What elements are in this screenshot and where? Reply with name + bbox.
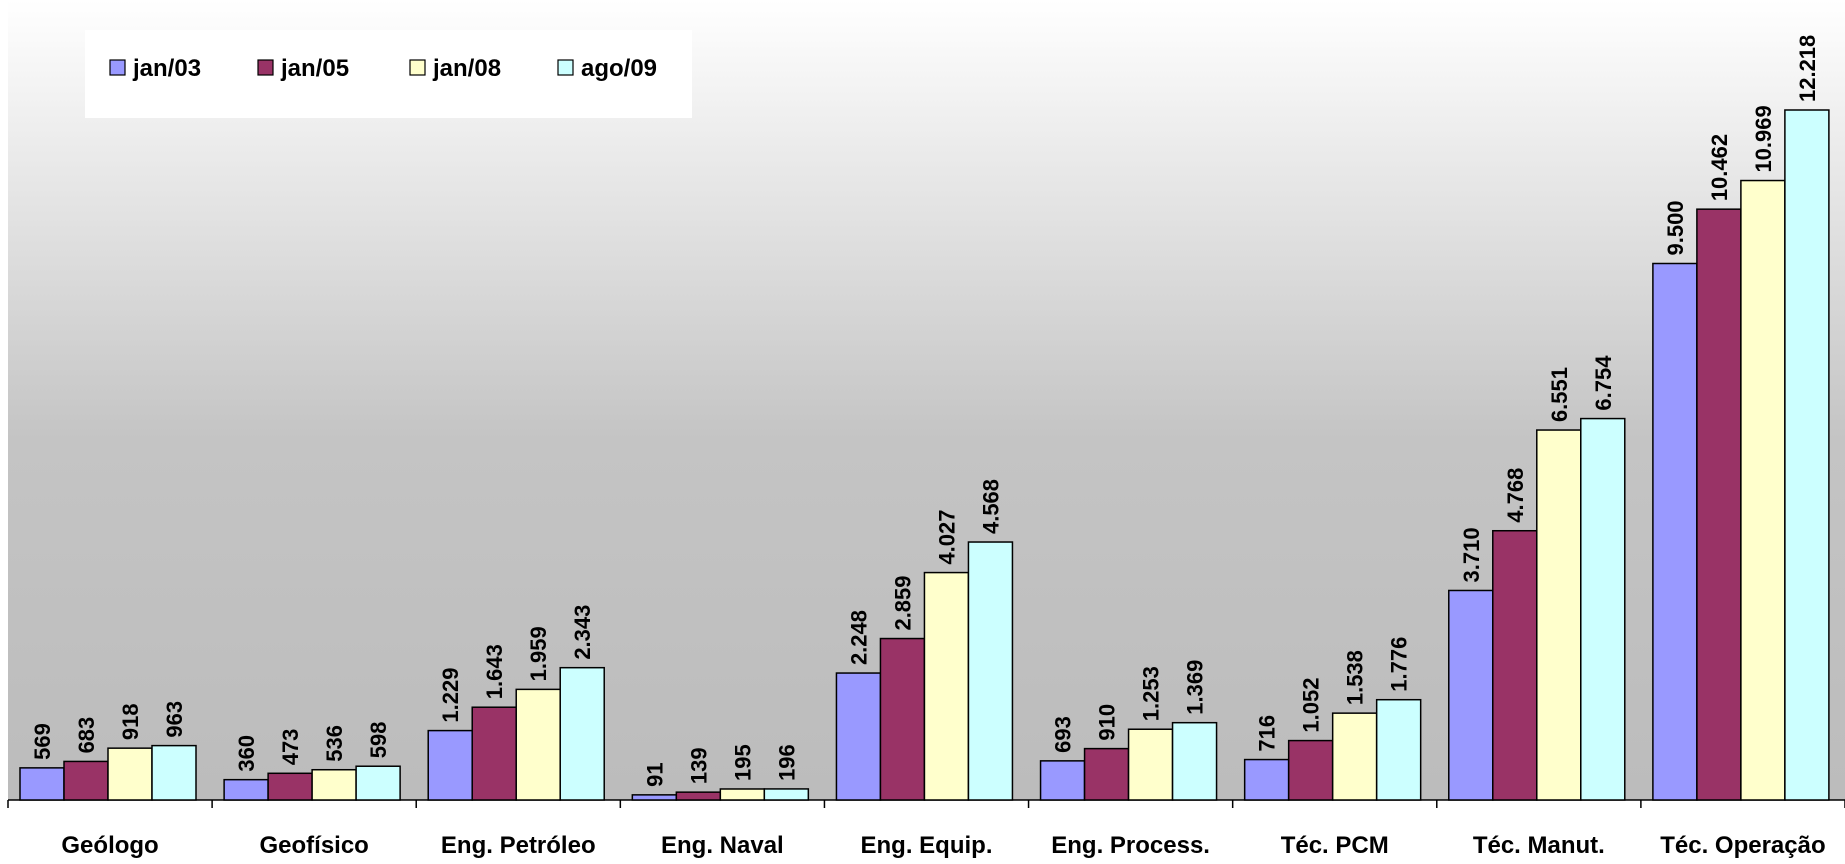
category-label: Geofísico xyxy=(259,832,368,859)
bar-jan-05-1 xyxy=(267,772,313,801)
data-label: 2.859 xyxy=(890,575,915,630)
category-label: Eng. Naval xyxy=(661,832,784,859)
bar-ago-09-6 xyxy=(1375,698,1422,801)
data-label: 360 xyxy=(234,735,259,772)
bar-ago-09-2 xyxy=(559,666,605,801)
data-label: 4.568 xyxy=(978,479,1003,534)
bar-jan-08-3 xyxy=(719,788,766,801)
data-label: 4.027 xyxy=(934,510,959,565)
data-labels: 569 683 918 963 360 473 536 598 1.229 1.643 1.959 2… xyxy=(30,35,1820,787)
data-label: 918 xyxy=(118,703,143,740)
bar-ago-09-1 xyxy=(355,765,401,801)
legend-swatch xyxy=(257,59,274,76)
legend-box xyxy=(85,30,692,118)
data-label: 910 xyxy=(1095,704,1120,741)
bar-jan-05-3 xyxy=(675,791,722,801)
bar-ago-09-8 xyxy=(1784,109,1830,801)
legend-swatch xyxy=(557,59,574,76)
bar-jan-03-3 xyxy=(631,794,678,801)
data-label: 1.776 xyxy=(1387,637,1412,692)
bar-jan-08-7 xyxy=(1536,429,1582,801)
bar-jan-05-2 xyxy=(471,706,517,801)
data-label: 598 xyxy=(366,722,391,759)
bar-jan-03-4 xyxy=(835,672,882,801)
bar-jan-08-1 xyxy=(311,768,357,801)
bar-jan-03-1 xyxy=(223,778,269,801)
bar-jan-03-0 xyxy=(19,767,65,801)
bar-jan-05-7 xyxy=(1492,529,1538,801)
category-label: Eng. Equip. xyxy=(861,832,993,859)
data-label: 1.253 xyxy=(1139,666,1164,721)
data-label: 569 xyxy=(30,723,55,760)
legend-label: ago/09 xyxy=(581,55,657,82)
data-label: 1.052 xyxy=(1299,678,1324,733)
data-label: 2.343 xyxy=(570,605,595,660)
bar-jan-08-4 xyxy=(923,571,970,801)
data-label: 9.500 xyxy=(1663,200,1688,255)
data-label: 716 xyxy=(1255,715,1280,752)
bar-jan-03-8 xyxy=(1652,262,1698,801)
data-label: 10.462 xyxy=(1707,134,1732,201)
data-label: 536 xyxy=(322,725,347,762)
legend-label: jan/05 xyxy=(280,55,349,82)
bars xyxy=(19,109,1830,801)
data-label: 139 xyxy=(686,747,711,784)
data-label: 1.643 xyxy=(482,644,507,699)
data-label: 3.710 xyxy=(1459,527,1484,582)
category-label: Geólogo xyxy=(61,832,158,859)
bar-jan-05-4 xyxy=(879,637,926,801)
bar-ago-09-3 xyxy=(763,788,810,801)
x-axis-tick-labels: Geólogo Geofísico Eng. Petróleo Eng. Naval E… xyxy=(61,832,1825,859)
bar-jan-03-2 xyxy=(427,729,473,801)
bar-jan-03-5 xyxy=(1039,760,1086,801)
data-label: 473 xyxy=(278,729,303,766)
data-label: 693 xyxy=(1051,716,1076,753)
legend-swatch xyxy=(109,59,126,76)
bar-ago-09-7 xyxy=(1580,417,1626,801)
bar-ago-09-0 xyxy=(151,744,197,801)
bar-jan-08-0 xyxy=(107,747,153,801)
data-label: 10.969 xyxy=(1751,105,1776,172)
bar-ago-09-5 xyxy=(1171,721,1218,801)
data-label: 683 xyxy=(74,717,99,754)
legend-label: jan/03 xyxy=(132,55,201,82)
bar-jan-08-8 xyxy=(1740,179,1786,801)
category-label: Eng. Process. xyxy=(1051,832,1210,859)
data-label: 1.538 xyxy=(1343,650,1368,705)
bar-jan-05-0 xyxy=(63,760,109,801)
bar-jan-08-2 xyxy=(515,688,561,801)
category-label: Téc. PCM xyxy=(1281,832,1389,859)
data-label: 2.248 xyxy=(846,610,871,665)
bar-jan-08-5 xyxy=(1127,728,1174,801)
bar-jan-05-5 xyxy=(1083,747,1130,801)
data-label: 6.551 xyxy=(1547,367,1572,422)
data-label: 963 xyxy=(162,701,187,738)
bar-ago-09-4 xyxy=(967,541,1014,801)
data-label: 1.369 xyxy=(1183,660,1208,715)
data-label: 91 xyxy=(642,762,667,786)
data-label: 4.768 xyxy=(1503,468,1528,523)
bar-jan-05-6 xyxy=(1287,739,1334,801)
legend: jan/03 jan/05 jan/08 ago/09 xyxy=(109,55,657,82)
bar-jan-03-7 xyxy=(1448,589,1494,801)
x-axis-ticks xyxy=(7,800,1845,808)
category-label: Téc. Operação xyxy=(1660,832,1825,859)
category-label: Eng. Petróleo xyxy=(441,832,596,859)
data-label: 1.229 xyxy=(438,668,463,723)
legend-label: jan/08 xyxy=(432,55,501,82)
category-label: Téc. Manut. xyxy=(1473,832,1605,859)
data-label: 196 xyxy=(774,744,799,781)
data-label: 195 xyxy=(730,744,755,781)
data-label: 6.754 xyxy=(1591,355,1616,411)
bar-jan-03-6 xyxy=(1243,758,1290,801)
legend-swatch xyxy=(409,59,426,76)
data-label: 12.218 xyxy=(1795,35,1820,102)
bar-jan-05-8 xyxy=(1696,208,1742,801)
bar-jan-08-6 xyxy=(1331,712,1378,801)
data-label: 1.959 xyxy=(526,626,551,681)
